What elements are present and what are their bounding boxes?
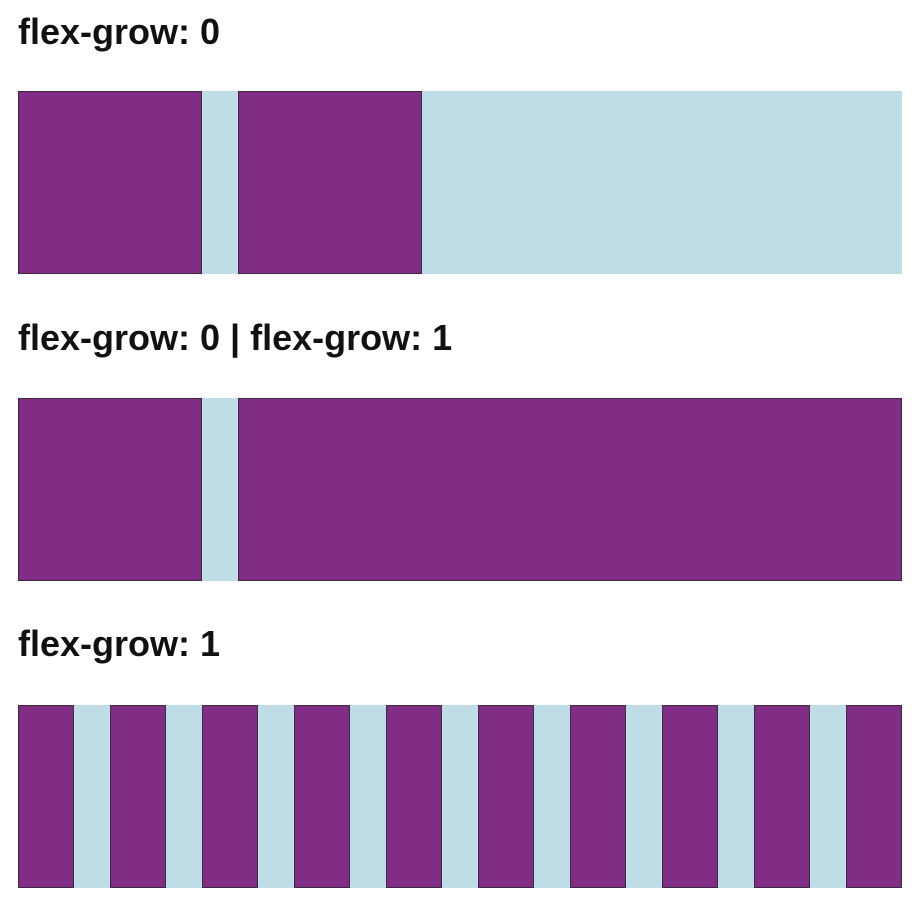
flex-item — [18, 91, 202, 274]
flex-item — [478, 705, 534, 888]
flex-item — [238, 398, 902, 581]
flex-item — [570, 705, 626, 888]
flex-item — [238, 91, 422, 274]
section-title-flex-grow-0: flex-grow: 0 — [18, 11, 221, 52]
flex-item — [754, 705, 810, 888]
flex-item — [386, 705, 442, 888]
flex-item — [18, 705, 74, 888]
flex-item — [110, 705, 166, 888]
flex-item — [18, 398, 202, 581]
flex-item — [294, 705, 350, 888]
flex-container-grow-1 — [18, 705, 902, 888]
flex-item — [202, 705, 258, 888]
section-title-flex-grow-mixed: flex-grow: 0 | flex-grow: 1 — [18, 317, 453, 358]
flex-container-grow-mixed — [18, 398, 902, 581]
section-title-flex-grow-1: flex-grow: 1 — [18, 623, 221, 664]
flex-item — [846, 705, 902, 888]
flex-container-grow-0 — [18, 91, 902, 274]
flex-item — [662, 705, 718, 888]
